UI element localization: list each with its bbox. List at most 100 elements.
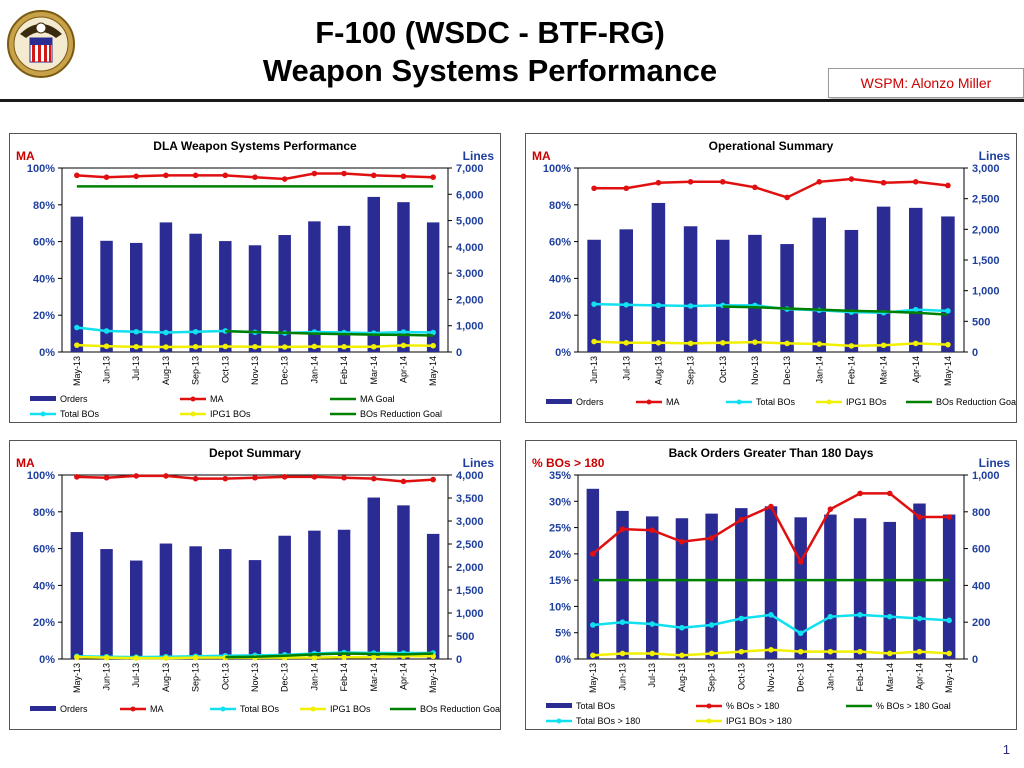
- left-axis-title: MA: [16, 456, 35, 470]
- bar-bo180: [942, 514, 956, 659]
- bar-depot: [100, 549, 113, 659]
- right-tick-label: 7,000: [456, 163, 484, 175]
- right-tick-label: 0: [456, 654, 462, 666]
- series-point: [430, 342, 436, 349]
- right-tick-label: 5,000: [456, 216, 484, 228]
- series-point: [163, 172, 169, 179]
- series-line: [594, 340, 948, 348]
- series-point: [752, 339, 758, 345]
- x-tick-label: Nov-13: [250, 356, 260, 385]
- x-tick-label: Sep-13: [191, 356, 201, 385]
- series-point: [281, 344, 288, 350]
- right-tick-label: 1,500: [972, 255, 1000, 267]
- page-number: 1: [1002, 742, 1010, 757]
- series-point: [163, 473, 169, 479]
- series-line: [722, 305, 948, 316]
- chart-dla: DLA Weapon Systems Performance MA Lines 0% 2…: [16, 139, 494, 419]
- series-point: [370, 654, 377, 660]
- legend-label: MA: [210, 394, 224, 404]
- x-tick-label: Oct-13: [718, 356, 728, 383]
- series-point: [623, 340, 630, 346]
- series-point: [848, 343, 855, 349]
- x-tick-label: Jul-13: [131, 356, 141, 381]
- right-tick-label: 400: [972, 580, 990, 592]
- series-point: [192, 328, 199, 335]
- legend-marker: [310, 706, 316, 712]
- x-tick-label: Mar-14: [369, 663, 379, 692]
- series-point: [687, 303, 694, 309]
- x-tick-label: May-13: [72, 356, 82, 386]
- right-tick-label: 1,000: [456, 321, 484, 333]
- right-tick-label: 3,000: [456, 516, 484, 528]
- series-point: [311, 474, 318, 480]
- series-point: [946, 650, 952, 657]
- series-point: [945, 341, 951, 348]
- x-tick-label: May-14: [428, 663, 438, 693]
- header-divider: [0, 99, 1024, 102]
- legend-label: MA: [666, 397, 680, 407]
- series-point: [880, 179, 887, 186]
- right-tick-label: 3,000: [972, 163, 1000, 175]
- right-tick-label: 1,500: [456, 585, 484, 597]
- series-point: [719, 179, 726, 185]
- series-point: [649, 621, 656, 627]
- bar-bo180: [645, 516, 659, 659]
- chart-panel-dla: DLA Weapon Systems Performance MA Lines 0% 2…: [9, 133, 501, 423]
- series-point: [590, 652, 596, 659]
- bar-depot: [159, 543, 173, 659]
- x-tick-label: Jan-14: [309, 356, 319, 384]
- series-point: [163, 655, 169, 661]
- series-point: [679, 652, 685, 659]
- series-point: [341, 170, 347, 177]
- legend-label: % BOs > 180: [726, 701, 779, 711]
- legend-label: IPG1 BOs: [846, 397, 887, 407]
- series-point: [222, 343, 229, 350]
- x-tick-label: Aug-13: [677, 663, 687, 692]
- x-tick-label: Apr-14: [911, 356, 921, 383]
- series-point: [133, 173, 140, 180]
- right-axis-title: Lines: [463, 456, 495, 470]
- legend-marker: [736, 399, 742, 405]
- legend-label: BOs Reduction Goal: [936, 397, 1016, 407]
- dla-seal-icon: [6, 4, 76, 90]
- series-point: [679, 624, 685, 631]
- series-point: [400, 329, 407, 335]
- left-tick-label: 0%: [39, 654, 55, 666]
- x-tick-label: Jul-13: [621, 356, 631, 381]
- bar-bo180: [794, 517, 807, 659]
- bar-bo180: [675, 518, 689, 659]
- page-title: F-100 (WSDC - BTF-RG) Weapon Systems Per…: [180, 14, 800, 90]
- plot-frame: [577, 167, 965, 353]
- series-point: [192, 343, 199, 350]
- series-point: [816, 341, 823, 347]
- series-point: [768, 612, 774, 618]
- series-point: [163, 344, 169, 350]
- x-tick-label: Apr-14: [398, 356, 408, 383]
- series-point: [880, 342, 887, 349]
- series-point: [252, 474, 258, 481]
- x-tick-label: Jan-14: [814, 356, 824, 384]
- chart-ops: Operational Summary MA Lines 0% 20% 40% 60% 80%…: [532, 139, 1016, 407]
- right-tick-label: 3,500: [456, 493, 484, 505]
- series-point: [222, 475, 229, 482]
- series-point: [74, 324, 80, 331]
- x-tick-label: Oct-13: [220, 356, 230, 383]
- series-point: [912, 306, 919, 313]
- left-tick-label: 40%: [33, 580, 55, 592]
- series-point: [341, 654, 347, 660]
- series-point: [400, 342, 407, 349]
- x-tick-label: May-13: [72, 663, 82, 693]
- bar-depot: [337, 529, 351, 659]
- x-tick-label: Mar-14: [885, 663, 895, 692]
- x-tick-label: Jul-13: [647, 663, 657, 688]
- series-point: [590, 551, 596, 557]
- series-point: [430, 329, 436, 336]
- bar-ops: [715, 239, 730, 352]
- left-axis-title: % BOs > 180: [532, 456, 605, 470]
- x-tick-label: Dec-13: [280, 356, 290, 385]
- x-tick-label: Mar-14: [369, 356, 379, 385]
- series-point: [738, 615, 745, 622]
- series-point: [916, 514, 923, 520]
- legend-marker: [220, 706, 226, 712]
- series-point: [738, 648, 745, 655]
